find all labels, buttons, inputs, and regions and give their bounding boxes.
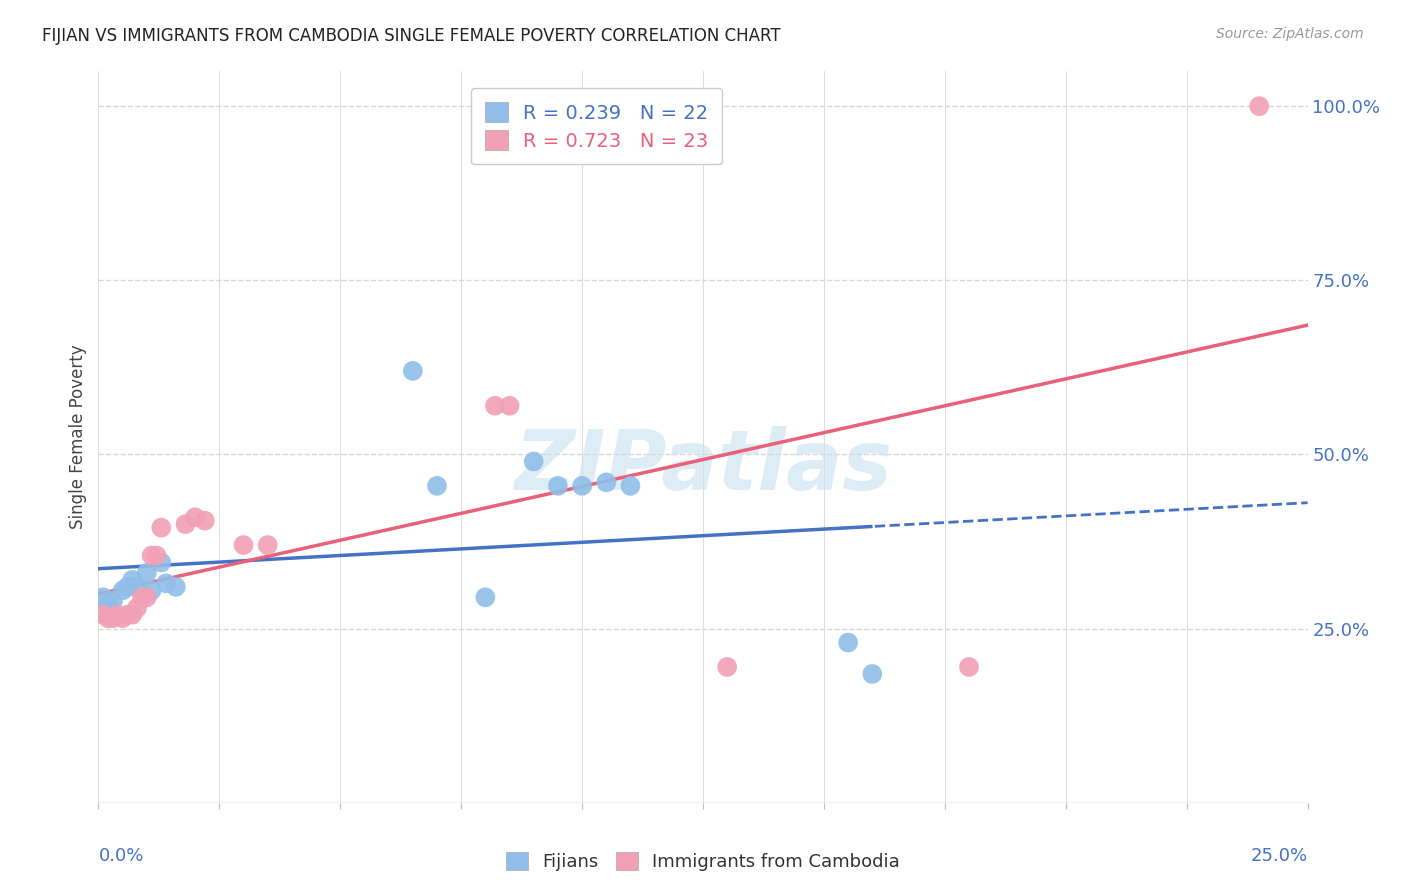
Point (150, 521, 173, 535)
Y-axis label: Single Female Poverty: Single Female Poverty (69, 345, 87, 529)
Point (150, 556, 173, 570)
Point (498, 399, 520, 413)
Text: 0.0%: 0.0% (98, 847, 143, 864)
Point (107, 607, 129, 622)
Point (716, 660, 738, 674)
Point (101, 594, 124, 608)
Point (121, 573, 143, 587)
Point (232, 538, 254, 552)
Point (619, 479, 641, 493)
Point (474, 591, 496, 605)
Text: ZIPatlas: ZIPatlas (515, 425, 891, 507)
Point (194, 514, 217, 528)
Point (97, 597, 120, 611)
Point (402, 364, 425, 378)
Legend: R = 0.239   N = 22, R = 0.723   N = 23: R = 0.239 N = 22, R = 0.723 N = 23 (471, 88, 723, 164)
Text: 25.0%: 25.0% (1250, 847, 1308, 864)
Text: FIJIAN VS IMMIGRANTS FROM CAMBODIA SINGLE FEMALE POVERTY CORRELATION CHART: FIJIAN VS IMMIGRANTS FROM CAMBODIA SINGL… (42, 27, 780, 45)
Point (117, 580, 139, 594)
Point (97, 611, 120, 625)
Point (1249, 99, 1271, 113)
Point (127, 580, 149, 594)
Point (184, 510, 207, 524)
Point (127, 600, 149, 615)
Text: Source: ZipAtlas.com: Source: ZipAtlas.com (1216, 27, 1364, 41)
Point (111, 583, 134, 598)
Point (165, 580, 187, 594)
Point (957, 660, 980, 674)
Point (571, 479, 593, 493)
Point (117, 607, 139, 622)
Point (523, 454, 546, 468)
Point (141, 583, 163, 598)
Point (595, 475, 617, 490)
Point (141, 549, 163, 563)
Point (111, 611, 134, 625)
Point (484, 399, 506, 413)
Point (145, 549, 167, 563)
Point (91, 591, 114, 605)
Point (547, 479, 569, 493)
Point (91, 607, 114, 622)
Point (837, 635, 859, 649)
Point (101, 611, 124, 625)
Point (155, 576, 177, 591)
Point (121, 607, 143, 622)
Point (174, 517, 197, 532)
Legend: Fijians, Immigrants from Cambodia: Fijians, Immigrants from Cambodia (499, 845, 907, 879)
Point (860, 667, 883, 681)
Point (131, 591, 153, 605)
Point (135, 591, 157, 605)
Point (135, 566, 157, 580)
Point (426, 479, 449, 493)
Point (256, 538, 278, 552)
